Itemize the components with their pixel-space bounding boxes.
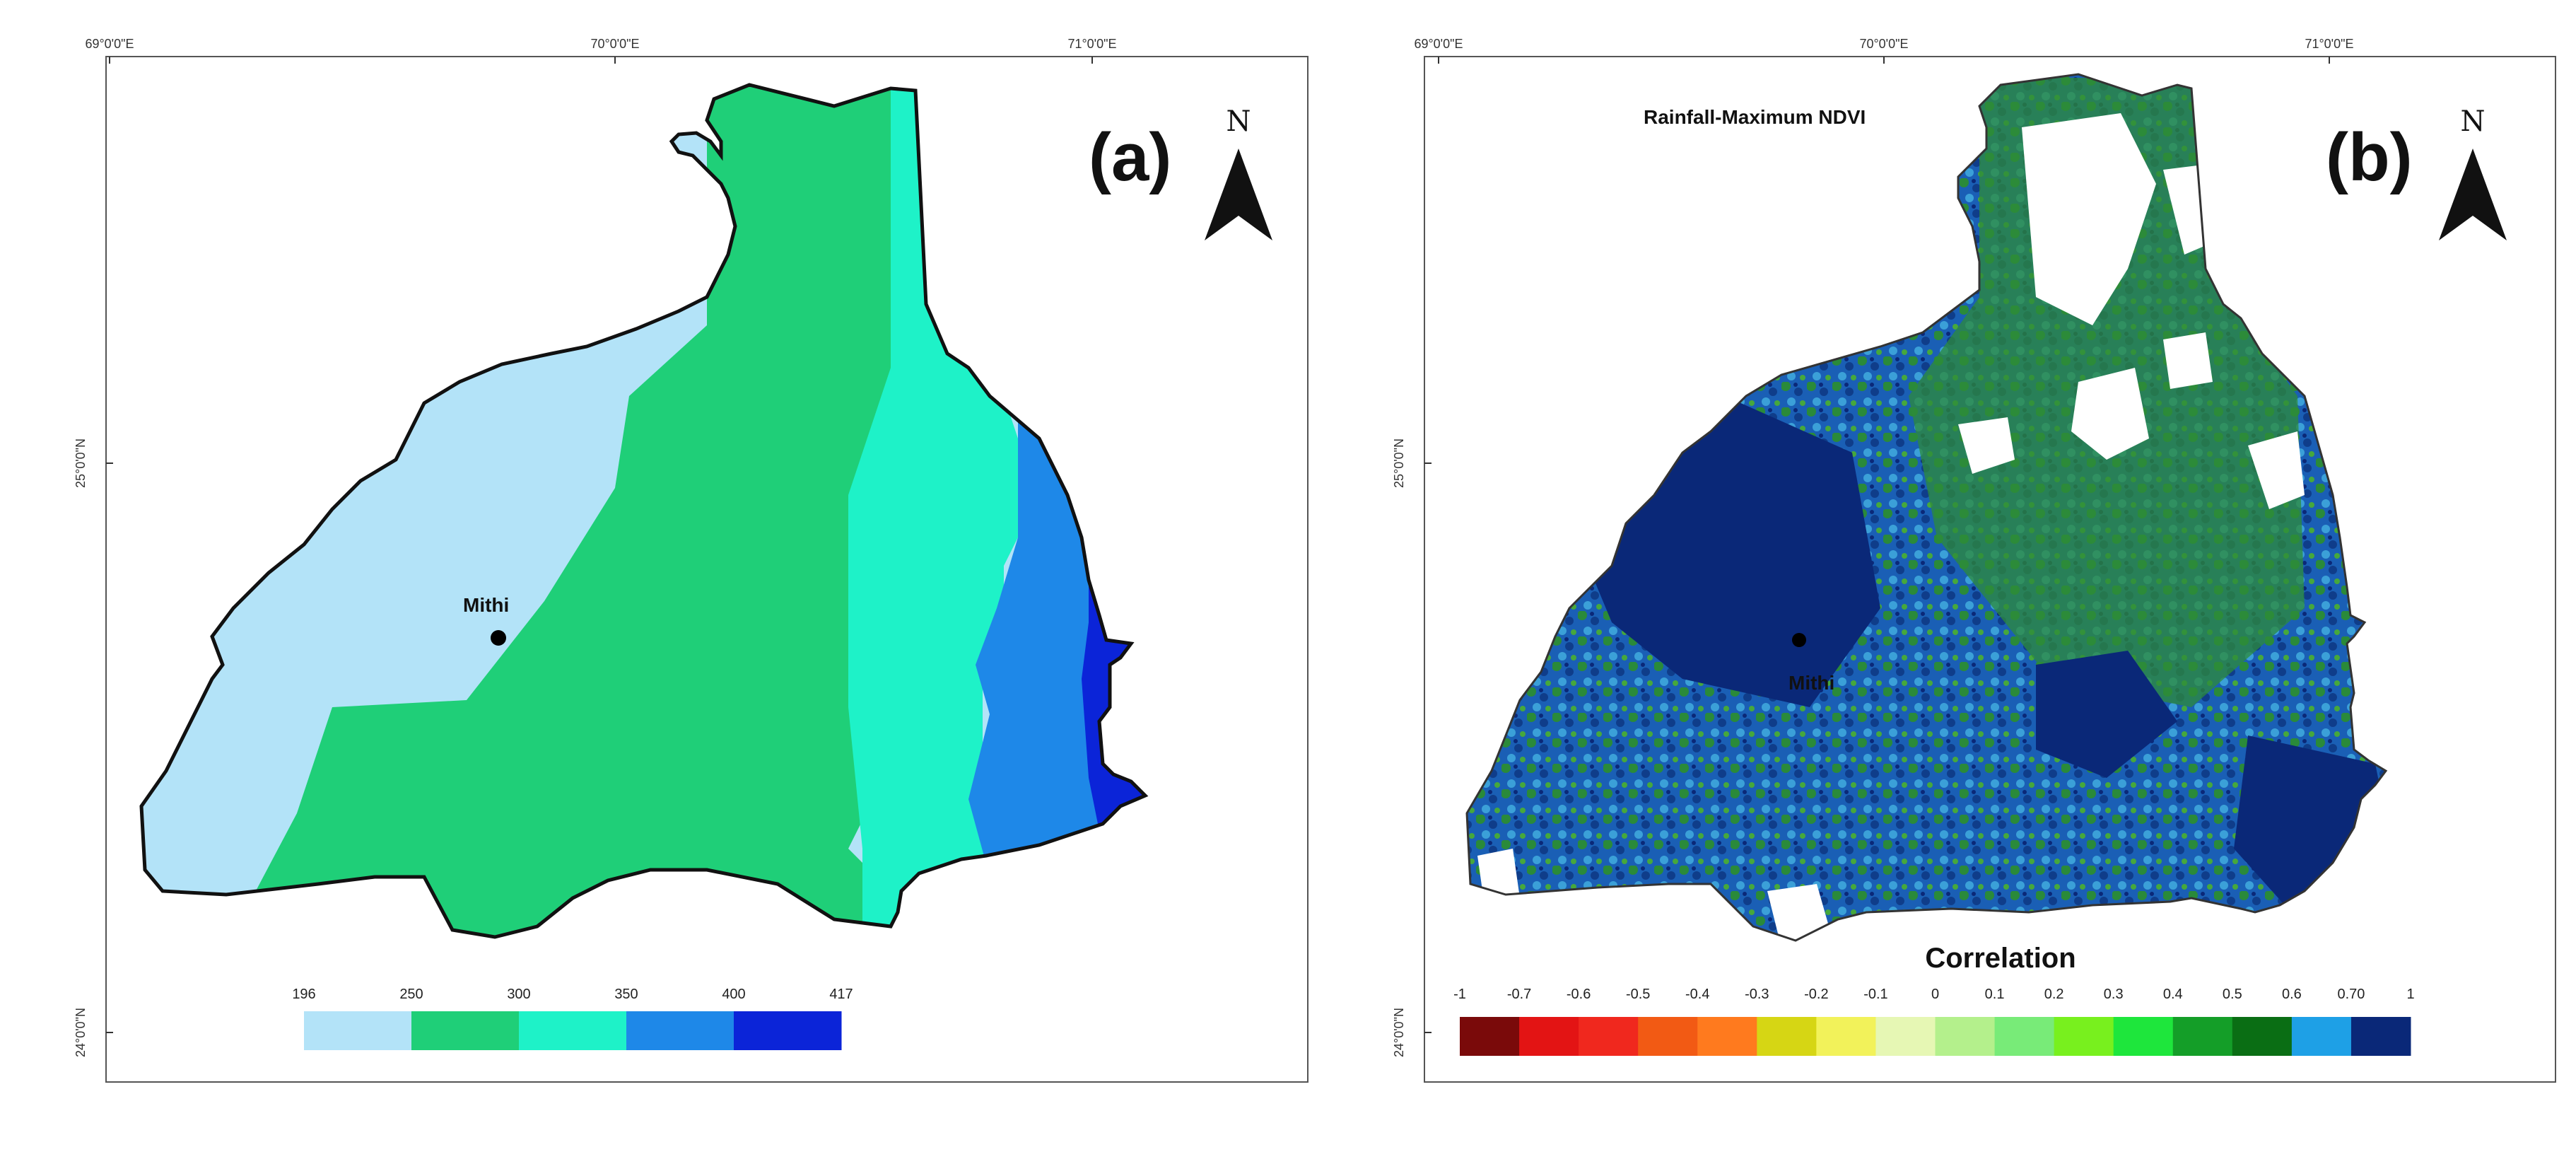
panel-a-x-tick-1: 69°0'0"E [85,37,134,51]
north-arrow-icon [2439,149,2507,240]
panel-a-legend-swatch [626,1011,734,1050]
panel-b-legend-swatch [1875,1017,1936,1056]
panel-b-legend-tick-label: 0 [1931,987,1939,1002]
panel-a-legend-tick-label: 196 [292,987,315,1002]
panel-b-legend-tick-label: 0.4 [2163,987,2183,1002]
panel-b-legend-swatch [2054,1017,2114,1056]
panel-b-legend-tick-label: 0.2 [2044,987,2064,1002]
panel-b: 69°0'0"E 70°0'0"E 71°0'0"E 25°0'0"N 24°0… [1392,37,2556,1083]
panel-b-legend-tick-label: 1 [2406,987,2414,1002]
panel-b-mithi-label: Mithi [1788,672,1834,694]
panel-a-y-tick-2: 24°0'0"N [74,1008,88,1057]
panel-a-mithi-marker [491,630,506,646]
panel-b-north-arrow: N [2439,105,2507,240]
panel-b-legend-tick-label: -0.1 [1863,987,1887,1002]
panel-b-legend-swatch [1816,1017,1876,1056]
panel-b-legend-swatch [1638,1017,1698,1056]
panel-b-legend-swatch [2350,1017,2411,1056]
panel-b-legend-tick-label: -0.4 [1685,987,1709,1002]
panel-a-legend-swatch [411,1011,520,1050]
panel-b-x-tick-1: 69°0'0"E [1414,37,1463,51]
panel-b-legend-tick-label: -0.7 [1507,987,1531,1002]
panel-a-frame [105,56,1309,1083]
panel-a-legend: 196 250 300 350 400 417 [292,987,853,1050]
panel-b-legend-swatch [2232,1017,2293,1056]
panel-a-legend-tick-label: 417 [829,987,853,1002]
zone-250-300 [233,85,919,937]
panel-b-legend-tick-label: -0.2 [1804,987,1828,1002]
panel-b-legend-swatch [1460,1017,1520,1056]
panel-a-north-arrow: N [1205,105,1272,240]
panel-a-legend-swatch [734,1011,842,1050]
panel-a-mithi-label: Mithi [463,594,509,616]
panel-b-legend-swatch [2172,1017,2233,1056]
panel-a-legend-tick-label: 350 [614,987,638,1002]
panel-b-legend-swatch [1757,1017,1817,1056]
panel-a-y-tick-1: 25°0'0"N [74,438,88,488]
panel-b-legend-swatch [2291,1017,2352,1056]
panel-b-correlation-surface [1467,74,2386,941]
panel-a-legend-swatch [519,1011,627,1050]
panel-b-mithi-marker [1792,633,1806,647]
panel-a-legend-tick-label: 400 [722,987,745,1002]
panel-b-y-tick-2: 24°0'0"N [1392,1008,1406,1057]
panel-b-legend-swatch [1697,1017,1757,1056]
panel-b-x-tick-2: 70°0'0"E [1859,37,1908,51]
panel-a-north-letter: N [1226,105,1251,138]
panel-a-x-tick-2: 70°0'0"E [590,37,639,51]
panel-b-y-tick-1: 25°0'0"N [1392,438,1406,488]
panel-b-legend-tick-label: -0.6 [1567,987,1591,1002]
panel-b-frame [1424,56,2556,1083]
panel-b-legend-tick-label: 0.5 [2223,987,2242,1002]
panel-b-legend-tick-label: 0.70 [2337,987,2365,1002]
panel-b-legend-swatch [1519,1017,1579,1056]
panel-b-legend-tick-label: -1 [1453,987,1466,1002]
panel-b-title: Rainfall-Maximum NDVI [1644,106,1866,128]
panel-b-legend-tick-label: 0.1 [1985,987,2005,1002]
panel-b-district-boundary [1465,73,2388,942]
panel-b-legend-tick-label: 0.6 [2282,987,2302,1002]
panel-b-legend: -1 -0.7 -0.6 -0.5 -0.4 -0.3 -0.2 -0.1 0 0.1 0.2 0.3… [1453,987,2415,1056]
panel-b-label: (b) [2326,120,2413,195]
panel-a-x-tick-3: 71°0'0"E [1067,37,1116,51]
panel-b-legend-swatch [1579,1017,1639,1056]
panel-a-label: (a) [1089,120,1171,195]
panel-b-legend-title: Correlation [1925,943,2076,974]
panel-a-legend-tick-label: 250 [399,987,423,1002]
panel-b-legend-swatch [2113,1017,2174,1056]
panel-a-district-boundary [139,83,1149,939]
panel-a-legend-swatch [304,1011,412,1050]
panel-a: 69°0'0"E 70°0'0"E 71°0'0"E 25°0'0"N 24°0… [74,37,1309,1083]
panel-b-legend-tick-label: 0.3 [2104,987,2124,1002]
panel-b-legend-swatch [1994,1017,2055,1056]
panel-b-legend-tick-label: -0.5 [1626,987,1650,1002]
panel-b-legend-tick-label: -0.3 [1745,987,1769,1002]
panel-b-north-letter: N [2461,105,2486,138]
panel-b-x-tick-3: 71°0'0"E [2305,37,2353,51]
panel-a-legend-tick-label: 300 [507,987,530,1002]
panel-a-rainfall-zones [141,85,1145,937]
panel-b-legend-swatch [1935,1017,1996,1056]
north-arrow-icon [1205,149,1272,240]
